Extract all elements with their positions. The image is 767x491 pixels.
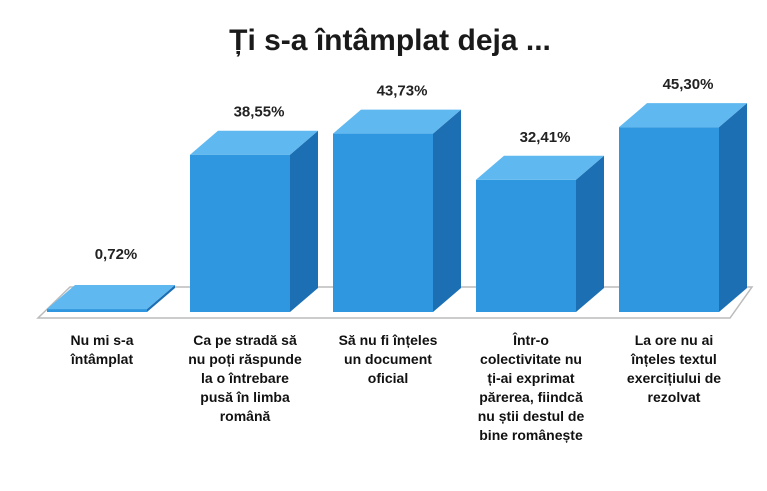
value-label: 0,72% <box>95 246 138 263</box>
bar-front <box>190 154 290 312</box>
x-tick-label: Să nu fi înțeles un document oficial <box>339 332 438 386</box>
bar <box>619 103 747 313</box>
bar-side <box>147 285 175 312</box>
bar <box>476 155 604 312</box>
x-tick-label: Într-o colectivitate nu ți-ai exprimat păre… <box>478 331 585 443</box>
bar-front <box>476 179 576 312</box>
bar-front <box>619 127 719 313</box>
bar <box>47 285 175 312</box>
bar-side <box>433 109 461 312</box>
bar-top <box>333 109 461 134</box>
x-tick-label: Nu mi s-a întâmplat <box>70 332 134 367</box>
bar-top <box>476 155 604 180</box>
bar-side <box>719 103 747 313</box>
bar-front <box>333 133 433 312</box>
bar-top <box>47 285 175 310</box>
value-label: 45,30% <box>663 76 714 93</box>
x-tick-label: Ca pe stradă să nu poți răspunde la o într… <box>188 332 302 424</box>
bar-front <box>47 309 147 312</box>
bar-top <box>190 130 318 155</box>
bar-side <box>290 130 318 312</box>
value-label: 38,55% <box>234 104 285 121</box>
bar <box>333 109 461 312</box>
bar-top <box>619 103 747 128</box>
bar-side <box>576 155 604 312</box>
value-label: 43,73% <box>377 83 428 100</box>
value-label: 32,41% <box>520 129 571 146</box>
x-tick-label: La ore nu ai înțeles textul exercițiului d… <box>627 332 721 405</box>
bar <box>190 130 318 312</box>
chart-title: Ți s-a întâmplat deja ... <box>229 24 551 57</box>
